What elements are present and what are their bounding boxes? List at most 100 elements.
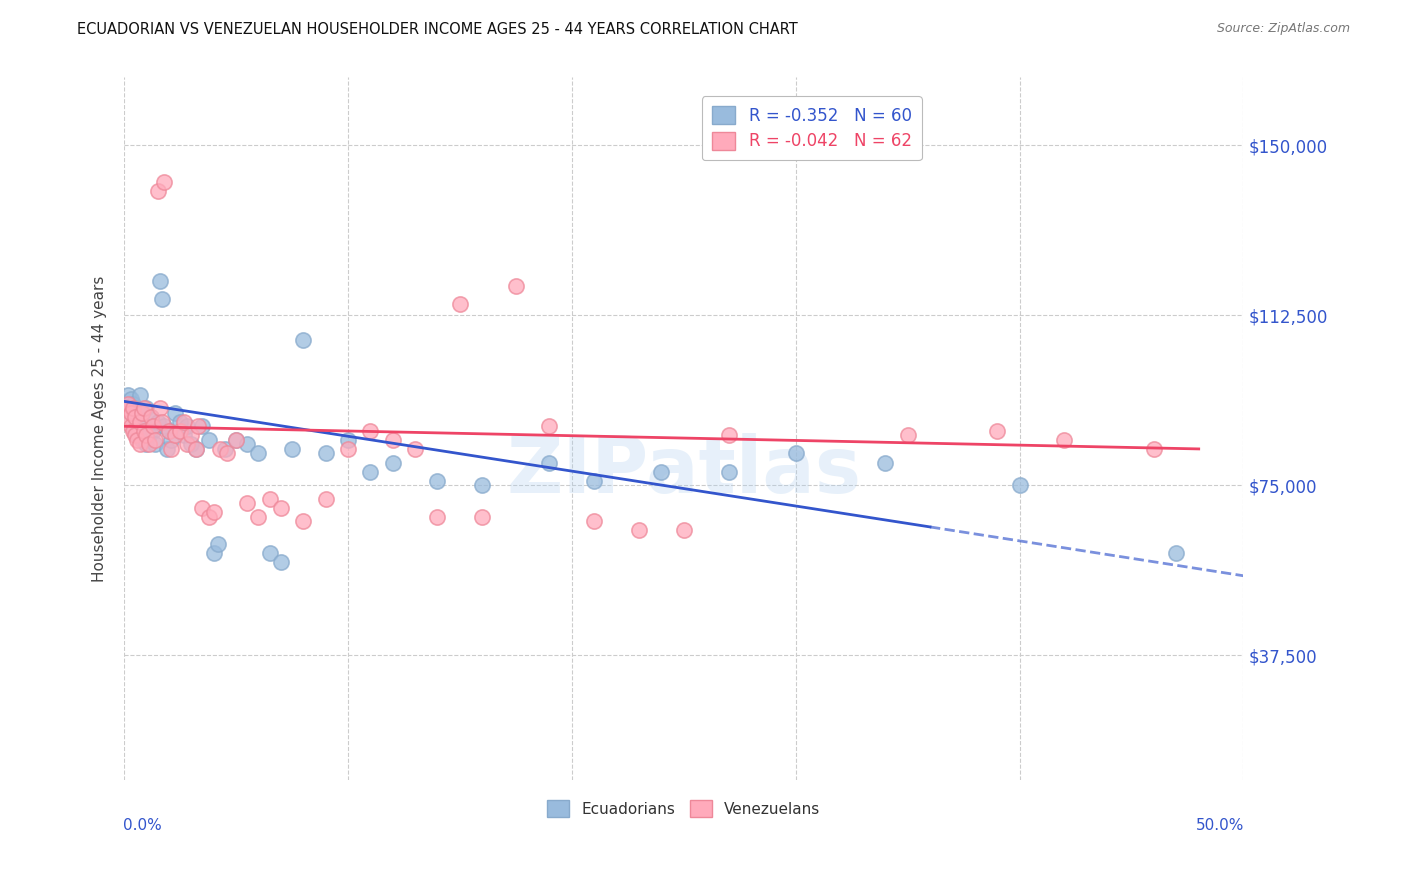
Point [176, 437, 198, 451]
Point [785, 446, 807, 460]
Point [146, 184, 169, 198]
Point [122, 424, 145, 438]
Point [404, 442, 426, 456]
Point [538, 456, 561, 470]
Point [120, 406, 142, 420]
Point [236, 437, 259, 451]
Point [142, 419, 165, 434]
Point [583, 515, 606, 529]
Point [315, 491, 337, 506]
Point [1166, 546, 1188, 560]
Point [281, 442, 304, 456]
Point [139, 410, 162, 425]
Point [149, 401, 172, 416]
Point [184, 442, 207, 456]
Legend: Ecuadorians, Venezuelans: Ecuadorians, Venezuelans [540, 793, 828, 824]
Point [215, 446, 238, 460]
Point [122, 396, 145, 410]
Point [117, 410, 139, 425]
Point [143, 437, 166, 451]
Point [191, 500, 214, 515]
Point [120, 419, 142, 434]
Point [124, 424, 146, 438]
Point [135, 437, 157, 451]
Point [259, 546, 281, 560]
Point [209, 442, 232, 456]
Point [150, 415, 173, 429]
Point [146, 415, 169, 429]
Point [135, 428, 157, 442]
Point [336, 433, 359, 447]
Point [131, 433, 153, 447]
Point [150, 293, 173, 307]
Point [538, 419, 561, 434]
Point [128, 415, 150, 429]
Point [202, 546, 225, 560]
Point [875, 456, 897, 470]
Point [270, 555, 292, 569]
Text: 50.0%: 50.0% [1197, 818, 1244, 833]
Point [169, 424, 191, 438]
Point [426, 509, 449, 524]
Point [153, 419, 176, 434]
Point [124, 410, 146, 425]
Point [149, 274, 172, 288]
Point [143, 433, 166, 447]
Point [128, 415, 150, 429]
Point [134, 419, 156, 434]
Point [449, 297, 471, 311]
Point [134, 424, 156, 438]
Point [198, 433, 221, 447]
Point [153, 175, 176, 189]
Point [1143, 442, 1166, 456]
Point [198, 509, 221, 524]
Point [225, 433, 247, 447]
Point [292, 333, 315, 347]
Point [120, 392, 142, 406]
Point [672, 524, 695, 538]
Point [124, 428, 146, 442]
Point [381, 433, 404, 447]
Point [124, 410, 146, 425]
Point [155, 442, 177, 456]
Point [160, 433, 183, 447]
Point [127, 428, 149, 442]
Point [128, 437, 150, 451]
Text: ZIPatlas: ZIPatlas [506, 433, 862, 508]
Point [897, 428, 920, 442]
Point [169, 415, 191, 429]
Point [381, 456, 404, 470]
Point [117, 387, 139, 401]
Point [650, 465, 672, 479]
Point [471, 509, 494, 524]
Text: Source: ZipAtlas.com: Source: ZipAtlas.com [1216, 22, 1350, 36]
Point [120, 406, 142, 420]
Text: 0.0%: 0.0% [122, 818, 162, 833]
Point [127, 433, 149, 447]
Point [717, 428, 740, 442]
Point [292, 515, 315, 529]
Point [160, 442, 183, 456]
Point [247, 509, 270, 524]
Point [134, 401, 156, 416]
Point [122, 419, 145, 434]
Point [986, 424, 1008, 438]
Point [214, 442, 236, 456]
Point [157, 424, 180, 438]
Point [187, 419, 209, 434]
Point [138, 428, 160, 442]
Point [127, 401, 149, 416]
Text: ECUADORIAN VS VENEZUELAN HOUSEHOLDER INCOME AGES 25 - 44 YEARS CORRELATION CHART: ECUADORIAN VS VENEZUELAN HOUSEHOLDER INC… [77, 22, 799, 37]
Point [315, 446, 337, 460]
Point [191, 419, 214, 434]
Point [117, 396, 139, 410]
Point [1008, 478, 1031, 492]
Point [717, 465, 740, 479]
Point [115, 401, 138, 416]
Point [359, 424, 381, 438]
Y-axis label: Householder Income Ages 25 - 44 years: Householder Income Ages 25 - 44 years [93, 276, 107, 582]
Point [583, 474, 606, 488]
Point [138, 437, 160, 451]
Point [115, 401, 138, 416]
Point [259, 491, 281, 506]
